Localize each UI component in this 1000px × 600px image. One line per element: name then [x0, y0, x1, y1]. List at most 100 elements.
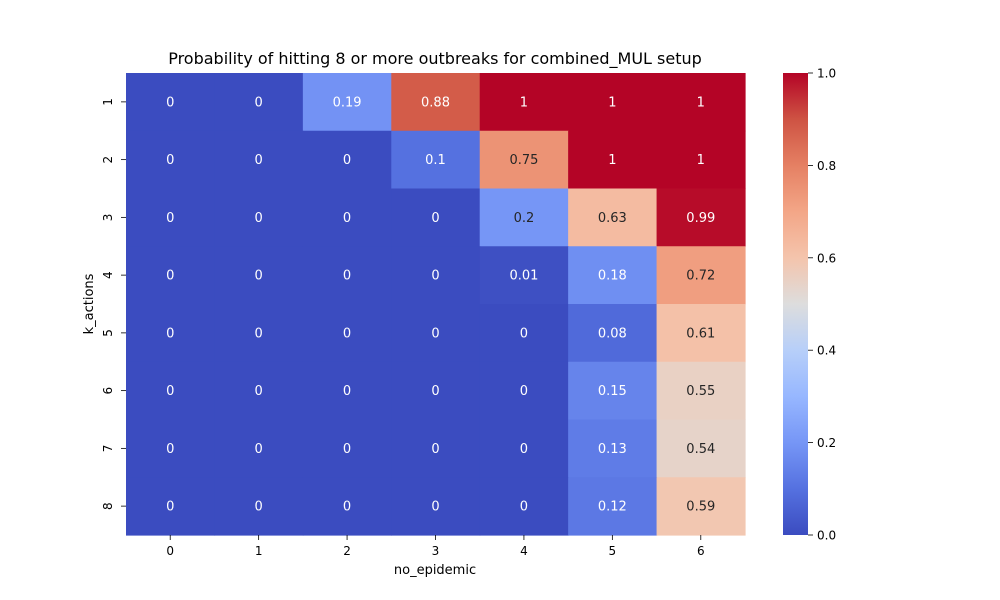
cell-value-label: 1 [697, 95, 705, 110]
cell-value-label: 0 [343, 269, 351, 284]
cell-value-label: 0 [166, 326, 174, 341]
heatmap-cell [479, 361, 569, 421]
x-axis: 0 1 2 3 4 5 6 [166, 535, 705, 558]
heatmap-cell [391, 304, 481, 363]
heatmap-cell [656, 188, 746, 247]
cell-value-label: 0.15 [598, 384, 627, 399]
heatmap-cell [479, 130, 569, 190]
colorbar-tick-label: 0.0 [817, 529, 836, 543]
heatmap-cell [302, 188, 392, 247]
cell-value-label: 0.61 [686, 326, 715, 341]
cell-value-label: 0 [343, 384, 351, 399]
heatmap-cell [126, 188, 216, 247]
cell-value-label: 0.72 [686, 269, 715, 284]
x-axis-label: no_epidemic [394, 563, 476, 578]
heatmap-cell [302, 419, 392, 478]
cell-value-label: 0.88 [421, 95, 450, 110]
heatmap-cell [568, 246, 658, 305]
heatmap-cell [302, 361, 392, 421]
heatmap-cell [656, 419, 746, 478]
heatmap-cell [214, 188, 304, 247]
colorbar-tick-label: 1.0 [817, 67, 836, 81]
heatmap-cell [656, 304, 746, 363]
cell-value-label: 0 [255, 211, 263, 226]
cell-value-label: 1 [697, 153, 705, 168]
cell-value-label: 0.08 [598, 326, 627, 341]
y-tick-label: 1 [101, 98, 115, 106]
heatmap-cell [479, 419, 569, 478]
cell-value-label: 0.13 [598, 442, 627, 457]
cell-value-label: 0 [166, 500, 174, 515]
cell-value-label: 0 [255, 326, 263, 341]
cell-value-label: 0.54 [686, 442, 715, 457]
cell-value-label: 0 [343, 500, 351, 515]
heatmap-cell [568, 188, 658, 247]
heatmap-cell [302, 130, 392, 190]
heatmap-cell [479, 304, 569, 363]
cell-value-label: 0 [520, 500, 528, 515]
heatmap-cell [656, 477, 746, 536]
cell-value-label: 0 [343, 442, 351, 457]
heatmap-cell [391, 361, 481, 421]
heatmap-cell [214, 130, 304, 190]
heatmap-cell [126, 73, 216, 132]
heatmap-cell [479, 477, 569, 536]
heatmap-cell [391, 419, 481, 478]
heatmap-cell [391, 130, 481, 190]
x-tick-label: 3 [432, 544, 440, 558]
cell-value-label: 1 [608, 95, 616, 110]
cell-value-label: 0 [255, 153, 263, 168]
cell-value-label: 0 [343, 326, 351, 341]
cell-value-label: 0.1 [425, 153, 446, 168]
cell-value-label: 0 [520, 442, 528, 457]
heatmap-cell [656, 361, 746, 421]
colorbar-tick-label: 0.8 [817, 159, 836, 173]
heatmap-cell [568, 419, 658, 478]
cell-value-label: 0 [166, 211, 174, 226]
colorbar-tick-label: 0.2 [817, 436, 836, 450]
y-tick-label: 8 [101, 502, 115, 510]
cell-value-label: 0 [431, 442, 439, 457]
cell-value-label: 0 [431, 384, 439, 399]
heatmap-cell [126, 246, 216, 305]
cell-value-label: 0 [431, 500, 439, 515]
cell-value-label: 0.01 [509, 269, 538, 284]
colorbar-tick-label: 0.4 [817, 344, 836, 358]
cell-value-label: 0 [255, 95, 263, 110]
heatmap-cell [568, 73, 658, 132]
cell-value-label: 0 [255, 384, 263, 399]
heatmap-cell [214, 246, 304, 305]
cell-value-label: 0.55 [686, 384, 715, 399]
heatmap-cell [126, 361, 216, 421]
heatmap-cell [656, 130, 746, 190]
y-tick-label: 3 [101, 214, 115, 222]
heatmap-cell [302, 73, 392, 132]
heatmap-cell [479, 73, 569, 132]
heatmap-cell [126, 130, 216, 190]
cell-value-label: 0.75 [509, 153, 538, 168]
cell-value-label: 0 [166, 153, 174, 168]
cell-value-label: 0 [255, 442, 263, 457]
y-tick-label: 2 [101, 156, 115, 164]
x-tick-label: 4 [520, 544, 528, 558]
y-axis: 1 2 3 4 5 6 7 8 [101, 98, 126, 510]
cell-value-label: 0 [166, 384, 174, 399]
heatmap-cell [302, 304, 392, 363]
heatmap-cell [302, 477, 392, 536]
cell-value-label: 0.19 [333, 95, 362, 110]
heatmap-cell [391, 188, 481, 247]
y-tick-label: 7 [101, 445, 115, 453]
heatmap-cell [126, 304, 216, 363]
cell-value-label: 0 [431, 269, 439, 284]
y-tick-label: 6 [101, 387, 115, 395]
heatmap-cell [479, 246, 569, 305]
heatmap-cell [568, 361, 658, 421]
chart-title: Probability of hitting 8 or more outbrea… [168, 49, 702, 69]
cell-value-label: 0 [520, 326, 528, 341]
y-tick-label: 4 [101, 271, 115, 279]
x-tick-label: 0 [166, 544, 174, 558]
heatmap-cell [656, 246, 746, 305]
colorbar-ticks: 0.0 0.2 0.4 0.6 0.8 1.0 [808, 67, 836, 543]
heatmap-cells: 0 0 0.19 0.88 1 1 1 0 0 0 0.1 0.75 1 1 0 0 0 0 0.2 0.63 0.99… [126, 73, 746, 536]
heatmap-cell [214, 304, 304, 363]
